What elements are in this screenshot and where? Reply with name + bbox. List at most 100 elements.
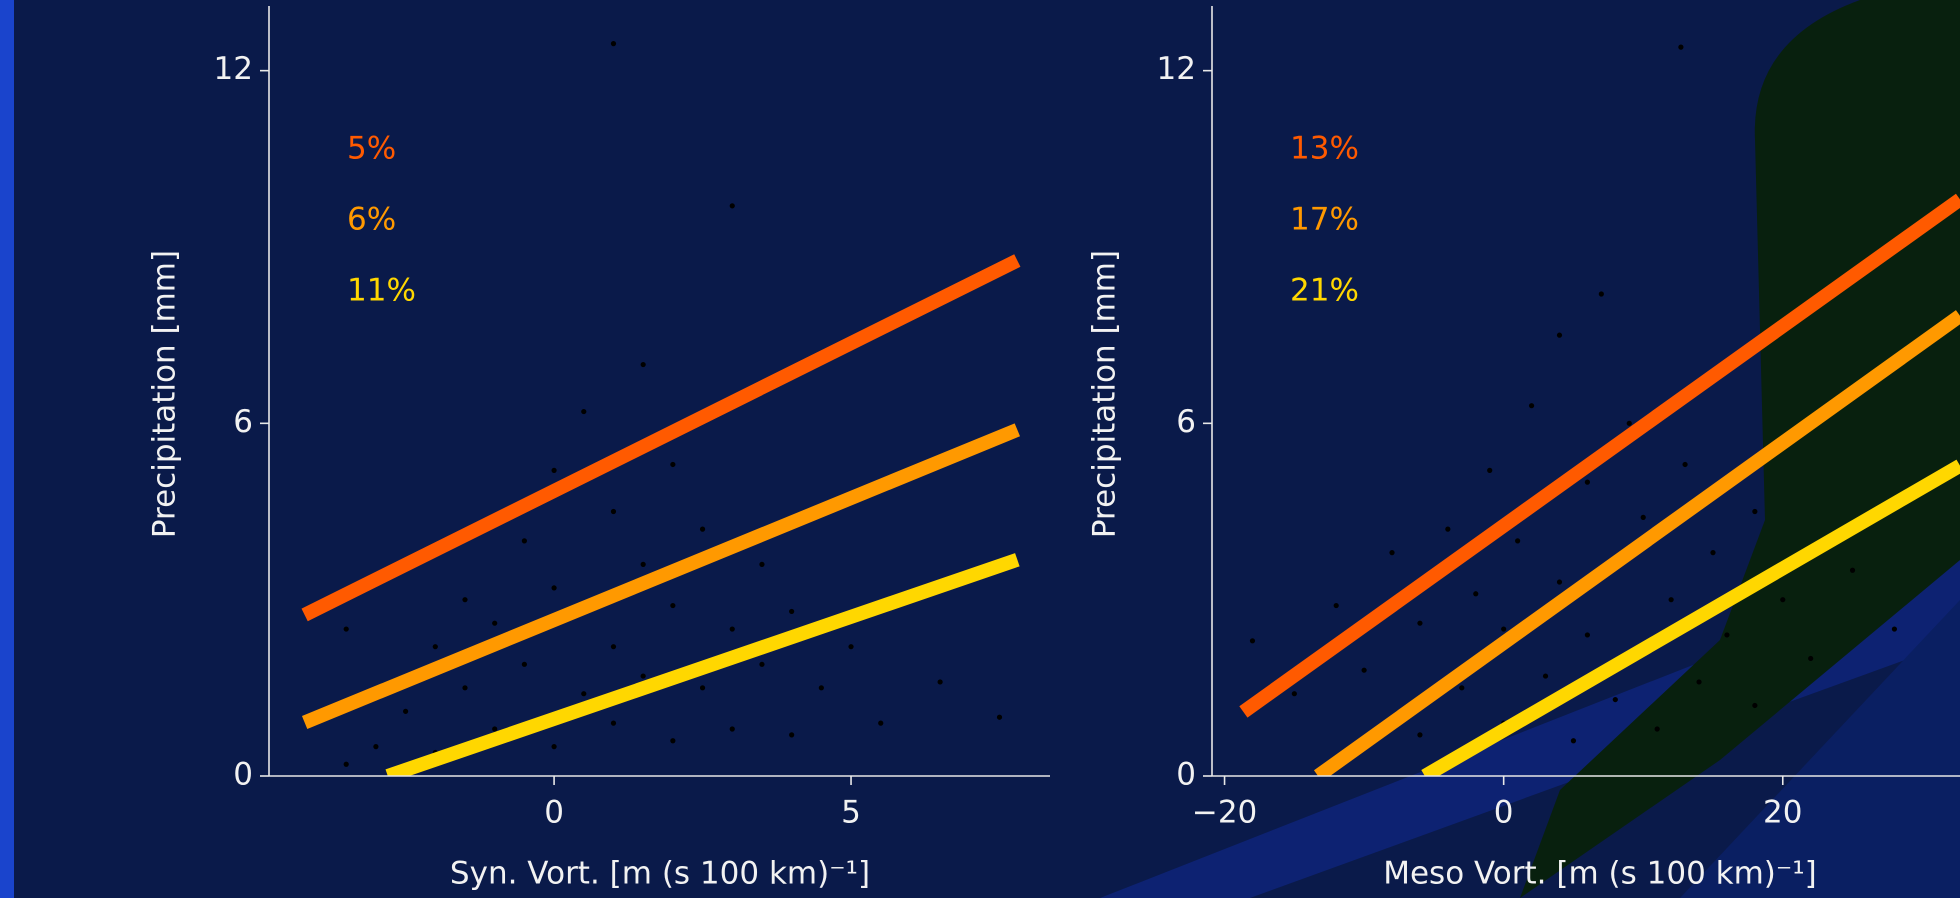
point bbox=[492, 620, 498, 626]
point bbox=[551, 585, 557, 591]
point bbox=[1696, 679, 1702, 685]
regression-line bbox=[301, 423, 1020, 729]
point bbox=[521, 538, 527, 544]
point bbox=[759, 661, 765, 667]
legend-label: 13% bbox=[1290, 131, 1359, 167]
regression-line bbox=[1313, 310, 1960, 776]
point bbox=[492, 726, 498, 732]
point bbox=[1598, 291, 1604, 297]
point bbox=[1724, 632, 1730, 638]
point bbox=[699, 526, 706, 532]
x-tick-label: 20 bbox=[1763, 795, 1802, 831]
point bbox=[1612, 696, 1618, 703]
point bbox=[1570, 738, 1577, 744]
point bbox=[1333, 602, 1339, 609]
point bbox=[789, 732, 795, 738]
point bbox=[878, 720, 884, 726]
point bbox=[432, 644, 438, 650]
point bbox=[1780, 597, 1786, 603]
point bbox=[670, 461, 676, 468]
point bbox=[1584, 479, 1590, 485]
point bbox=[462, 597, 468, 603]
point bbox=[640, 673, 646, 679]
point bbox=[610, 720, 617, 726]
legend-label: 5% bbox=[347, 131, 396, 167]
point bbox=[789, 608, 795, 615]
side-stripe bbox=[0, 0, 14, 898]
point bbox=[1291, 691, 1297, 697]
point bbox=[1249, 638, 1256, 644]
y-axis-label: Precipitation [mm] bbox=[1087, 250, 1123, 538]
point bbox=[640, 561, 646, 567]
y-tick-label: 0 bbox=[233, 757, 253, 793]
point bbox=[1361, 667, 1367, 673]
point bbox=[373, 744, 379, 750]
y-tick-label: 0 bbox=[1176, 757, 1196, 793]
point bbox=[1473, 591, 1479, 597]
point bbox=[1752, 702, 1758, 709]
point bbox=[1515, 538, 1521, 544]
point bbox=[818, 685, 824, 691]
y-axis-label: Precipitation [mm] bbox=[147, 250, 183, 538]
point bbox=[848, 644, 854, 650]
point bbox=[610, 644, 617, 650]
point bbox=[551, 467, 557, 473]
point bbox=[403, 708, 409, 714]
point bbox=[462, 685, 468, 691]
point bbox=[1808, 655, 1814, 662]
point bbox=[1542, 673, 1549, 679]
y-tick-label: 12 bbox=[1157, 51, 1196, 87]
regression-line bbox=[301, 254, 1021, 622]
point bbox=[759, 561, 765, 567]
point bbox=[1417, 620, 1423, 626]
point bbox=[1849, 567, 1856, 573]
y-tick-label: 12 bbox=[214, 51, 253, 87]
point bbox=[729, 626, 735, 632]
point bbox=[1389, 550, 1395, 556]
point bbox=[1682, 461, 1688, 468]
legend-label: 21% bbox=[1290, 273, 1359, 309]
x-axis-label: Syn. Vort. [m (s 100 km)⁻¹] bbox=[450, 856, 870, 892]
x-tick-label: 5 bbox=[841, 795, 861, 831]
point bbox=[610, 41, 617, 47]
point bbox=[1654, 726, 1660, 732]
x-tick-label: 0 bbox=[544, 795, 564, 831]
backdrop-blob bbox=[1520, 0, 1960, 898]
point bbox=[1417, 732, 1423, 738]
point bbox=[1752, 508, 1758, 515]
point bbox=[1459, 685, 1465, 691]
legend-label: 17% bbox=[1290, 202, 1359, 238]
legend-label: 11% bbox=[347, 273, 416, 309]
point bbox=[1528, 403, 1535, 409]
plot-area bbox=[301, 41, 1021, 776]
point bbox=[1640, 514, 1646, 520]
point bbox=[670, 602, 676, 609]
point bbox=[551, 744, 557, 750]
y-tick-label: 6 bbox=[233, 404, 253, 440]
point bbox=[1710, 550, 1716, 556]
point bbox=[1556, 579, 1563, 585]
point bbox=[1678, 44, 1684, 50]
point bbox=[1501, 626, 1507, 632]
point bbox=[343, 626, 349, 632]
regression-line bbox=[1421, 459, 1960, 776]
point bbox=[1584, 632, 1590, 638]
point bbox=[640, 361, 646, 368]
x-axis-label: Meso Vort. [m (s 100 km)⁻¹] bbox=[1383, 856, 1817, 892]
point bbox=[1445, 526, 1451, 532]
backdrop-corner bbox=[1680, 600, 1960, 898]
point bbox=[1891, 626, 1898, 632]
regression-line bbox=[385, 553, 1020, 776]
point bbox=[996, 714, 1003, 720]
x-tick-label: −20 bbox=[1192, 795, 1257, 831]
point bbox=[937, 679, 943, 685]
point bbox=[729, 203, 735, 209]
point bbox=[610, 508, 617, 515]
point bbox=[581, 408, 587, 415]
point bbox=[1556, 332, 1563, 338]
y-tick-label: 6 bbox=[1176, 404, 1196, 440]
point bbox=[699, 685, 706, 691]
